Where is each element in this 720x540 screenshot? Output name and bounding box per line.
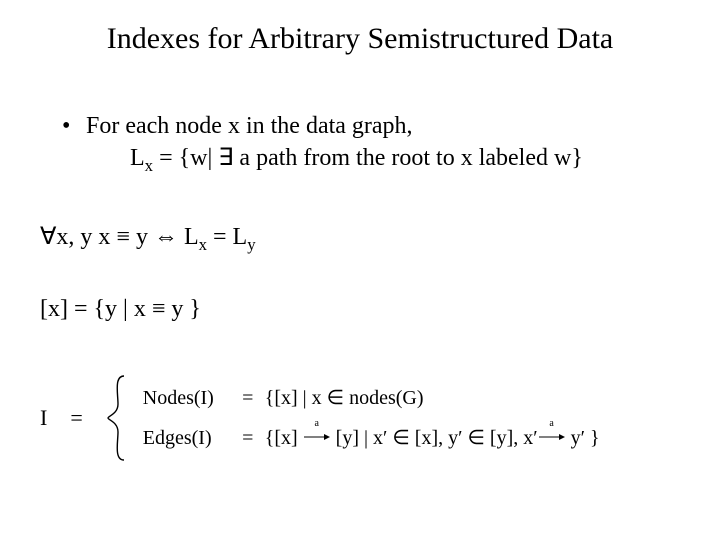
labeled-arrow-icon-2: a: [538, 430, 566, 444]
idef-I: I: [40, 405, 47, 431]
slide-title: Indexes for Arbitrary Semistructured Dat…: [0, 22, 720, 56]
equivalence-class-line: [x] = {y | x ≡ y }: [40, 296, 201, 323]
index-definition: I = Nodes(I) = {[x] | x ∈ nodes(G) Edges…: [40, 378, 600, 458]
edges-lhs: Edges(I): [143, 418, 231, 458]
equiv-a: ∀x, y x ≡ y ⇔ L: [40, 224, 199, 250]
equiv-sub2: y: [247, 235, 255, 254]
edges-eq: =: [236, 418, 260, 458]
equivalence-line: ∀x, y x ≡ y ⇔ Lx = Ly: [40, 222, 256, 255]
equiv-sub1: x: [199, 235, 207, 254]
bullet-block: • For each node x in the data graph, Lx …: [62, 110, 583, 178]
edges-rhs-b: [y] | x′ ∈ [x], y′ ∈ [y], x′: [331, 427, 538, 449]
bullet-l2-a: L: [130, 145, 145, 171]
bullet-line-1: • For each node x in the data graph,: [62, 110, 583, 142]
nodes-eq: =: [236, 378, 260, 418]
idef-eq: =: [52, 405, 100, 431]
bullet-text-1: For each node x in the data graph,: [86, 113, 413, 139]
idef-edges-row: Edges(I) = {[x] a [y] | x′ ∈ [x], y′ ∈ […: [143, 418, 600, 458]
arrow-label-1: a: [303, 419, 331, 429]
labeled-arrow-icon-1: a: [303, 430, 331, 444]
bullet-l2-b: = {w| ∃ a path from the root to x labele…: [153, 145, 583, 171]
idef-rows: Nodes(I) = {[x] | x ∈ nodes(G) Edges(I) …: [133, 378, 600, 458]
equiv-mid: = L: [207, 224, 247, 250]
bullet-l2-sub: x: [145, 156, 153, 175]
idef-nodes-row: Nodes(I) = {[x] | x ∈ nodes(G): [143, 378, 600, 418]
nodes-lhs: Nodes(I): [143, 378, 231, 418]
edges-rhs-a: {[x]: [265, 427, 303, 449]
arrow-label-2: a: [538, 419, 566, 429]
edges-rhs-c: y′ }: [566, 427, 600, 449]
left-brace-icon: [106, 378, 128, 458]
bullet-dot: •: [62, 110, 86, 142]
nodes-rhs: {[x] | x ∈ nodes(G): [265, 387, 424, 409]
bullet-line-2: Lx = {w| ∃ a path from the root to x lab…: [62, 142, 583, 177]
